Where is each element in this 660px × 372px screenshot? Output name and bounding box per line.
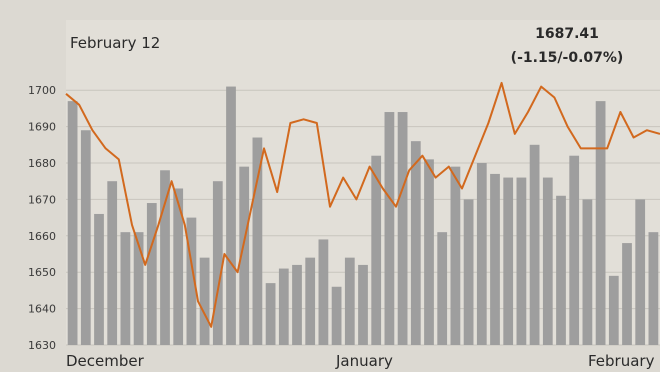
- bar: [252, 137, 263, 345]
- bar: [397, 112, 408, 345]
- y-tick-label: 1700: [28, 84, 56, 97]
- bar: [173, 188, 184, 345]
- bar: [358, 264, 368, 345]
- bar: [608, 275, 619, 345]
- bar: [516, 177, 527, 345]
- bar: [437, 232, 448, 345]
- bar: [133, 232, 144, 345]
- bar: [199, 257, 210, 345]
- bar: [648, 232, 659, 345]
- bar: [146, 203, 157, 345]
- bar: [120, 232, 131, 345]
- y-tick-label: 1660: [28, 230, 56, 243]
- bar: [384, 112, 395, 345]
- bar: [186, 217, 197, 345]
- bar: [635, 199, 646, 345]
- chart-title: February 12: [70, 34, 160, 52]
- bar: [569, 155, 580, 345]
- bar: [305, 257, 316, 345]
- bar: [107, 181, 118, 345]
- bar: [67, 101, 78, 346]
- bar: [292, 264, 302, 345]
- y-axis: 1630 1640 1650 1660 1670 1680 1690 1700: [28, 84, 56, 352]
- bar: [318, 239, 329, 345]
- bar: [239, 166, 250, 345]
- bar: [344, 257, 355, 345]
- bar: [265, 283, 276, 345]
- bar: [410, 141, 421, 345]
- bar: [542, 177, 553, 345]
- x-tick-label: December: [66, 352, 145, 370]
- bar: [331, 286, 342, 345]
- price-line: [65, 81, 660, 328]
- bar: [503, 177, 514, 345]
- bar: [424, 159, 434, 345]
- x-axis: December January February: [66, 352, 655, 370]
- bar: [622, 243, 632, 345]
- bar: [226, 86, 236, 345]
- change-value: (-1.15/-0.07%): [511, 50, 624, 66]
- bar: [278, 268, 289, 345]
- bar: [94, 213, 104, 345]
- y-tick-label: 1640: [28, 303, 56, 316]
- y-tick-label: 1630: [28, 339, 56, 352]
- bar: [371, 155, 382, 345]
- x-tick-label: January: [335, 352, 393, 370]
- bar: [450, 166, 461, 345]
- y-tick-label: 1690: [28, 121, 56, 134]
- bar: [160, 170, 170, 345]
- bars: [67, 86, 659, 346]
- y-tick-label: 1670: [28, 193, 56, 206]
- bar: [595, 101, 606, 346]
- bar: [556, 195, 566, 345]
- bar: [490, 173, 500, 345]
- bar: [529, 144, 540, 345]
- x-tick-label: February: [588, 352, 655, 370]
- last-value: 1687.41: [535, 26, 599, 42]
- bar: [212, 181, 223, 345]
- bar: [463, 199, 474, 345]
- y-tick-label: 1680: [28, 157, 56, 170]
- bar: [80, 130, 91, 345]
- bar: [582, 199, 593, 345]
- y-tick-label: 1650: [28, 266, 56, 279]
- bar: [476, 163, 487, 345]
